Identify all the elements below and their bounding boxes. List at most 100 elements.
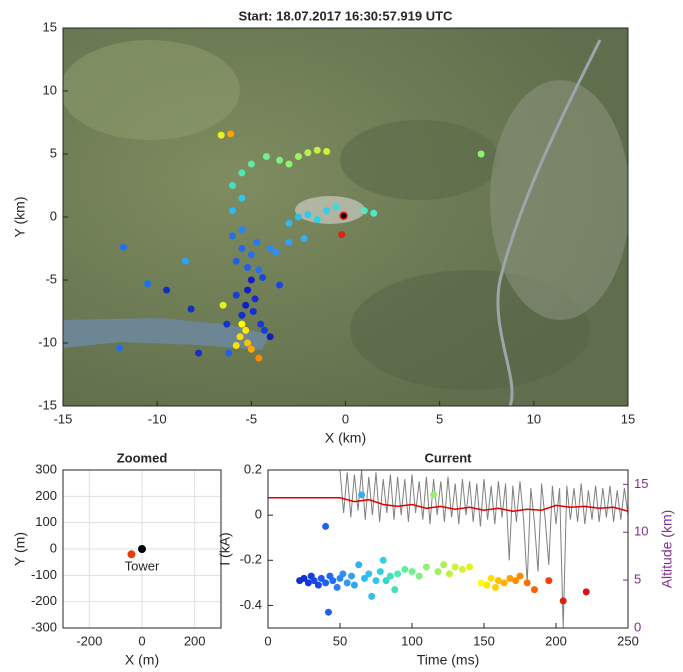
- annotation: Tower: [125, 558, 160, 573]
- point: [119, 243, 127, 251]
- point: [238, 194, 246, 202]
- point: [304, 579, 312, 587]
- point: [242, 326, 250, 334]
- point: [313, 146, 321, 154]
- point: [382, 577, 390, 585]
- plot-frame: [62, 469, 222, 629]
- x-tick-label: 150: [473, 633, 495, 648]
- point: [458, 565, 466, 573]
- point: [238, 320, 246, 328]
- point: [247, 251, 255, 259]
- x-tick-label: 200: [184, 633, 206, 648]
- point: [324, 608, 332, 616]
- x-tick-label: 200: [545, 633, 567, 648]
- point: [313, 216, 321, 224]
- point: [253, 238, 261, 246]
- point: [372, 577, 380, 585]
- x-tick-label: -200: [76, 633, 102, 648]
- point: [285, 160, 293, 168]
- y-tick-label: 200: [35, 488, 57, 503]
- point: [195, 349, 203, 357]
- point: [255, 266, 263, 274]
- point: [255, 354, 263, 362]
- point: [236, 333, 244, 341]
- point: [338, 231, 346, 239]
- point: [368, 592, 376, 600]
- y-tick-label: 0: [255, 507, 262, 522]
- point: [329, 577, 337, 585]
- y-tick-label: 100: [35, 514, 57, 529]
- point: [477, 579, 485, 587]
- point: [187, 305, 195, 313]
- point: [323, 207, 331, 215]
- point: [350, 581, 358, 589]
- y-tick-label: -200: [31, 593, 57, 608]
- point: [266, 245, 274, 252]
- point: [232, 291, 240, 299]
- x-tick-label: -10: [148, 411, 167, 426]
- point: [483, 581, 491, 589]
- point: [229, 207, 236, 215]
- point: [322, 579, 330, 587]
- y2-tick-label: 15: [634, 476, 648, 491]
- point: [523, 579, 531, 587]
- point: [422, 563, 430, 571]
- point: [261, 326, 269, 334]
- current-line: [339, 469, 629, 629]
- x-axis-label: Time (ms): [417, 652, 479, 668]
- map-background: [63, 28, 628, 406]
- y-tick-label: -0.4: [240, 597, 262, 612]
- point: [445, 570, 453, 578]
- y2-tick-label: 0: [634, 619, 641, 634]
- point: [339, 211, 348, 220]
- point: [272, 248, 280, 256]
- x-tick-label: 15: [621, 411, 635, 426]
- point: [451, 563, 459, 571]
- point: [257, 320, 265, 328]
- point: [408, 568, 416, 576]
- point: [225, 349, 233, 357]
- y-tick-label: 5: [50, 145, 57, 160]
- point: [358, 491, 366, 499]
- point: [232, 257, 240, 265]
- point: [285, 219, 293, 227]
- x-tick-label: 250: [617, 633, 639, 648]
- point: [266, 333, 274, 341]
- y-axis-label: Y (m): [12, 532, 28, 566]
- x-tick-label: 0: [138, 633, 145, 648]
- point: [300, 574, 308, 582]
- point: [339, 570, 347, 578]
- point: [365, 570, 373, 578]
- y-tick-label: -100: [31, 567, 57, 582]
- point: [310, 577, 318, 585]
- point: [332, 203, 340, 211]
- y-tick-label: -0.2: [240, 552, 262, 567]
- altitude-line: [268, 497, 629, 512]
- point: [238, 169, 246, 177]
- point: [242, 301, 250, 309]
- point: [530, 586, 538, 594]
- x-tick-label: 0: [342, 411, 349, 426]
- point: [494, 577, 502, 585]
- point: [401, 565, 409, 573]
- point: [127, 550, 136, 559]
- x-axis-label: X (km): [325, 430, 366, 446]
- point: [294, 213, 302, 221]
- point: [238, 245, 246, 252]
- x-tick-label: 10: [527, 411, 541, 426]
- point: [181, 257, 189, 265]
- y-tick-label: -10: [38, 334, 57, 349]
- point: [492, 583, 500, 591]
- x-tick-label: -15: [54, 411, 73, 426]
- point: [244, 286, 252, 294]
- y-tick-label: 0: [50, 540, 57, 555]
- point: [304, 149, 312, 157]
- point: [259, 273, 267, 281]
- x-tick-label: 5: [436, 411, 443, 426]
- point: [238, 311, 246, 319]
- point: [229, 182, 236, 189]
- point: [317, 574, 325, 582]
- point: [276, 156, 284, 164]
- point: [247, 345, 255, 353]
